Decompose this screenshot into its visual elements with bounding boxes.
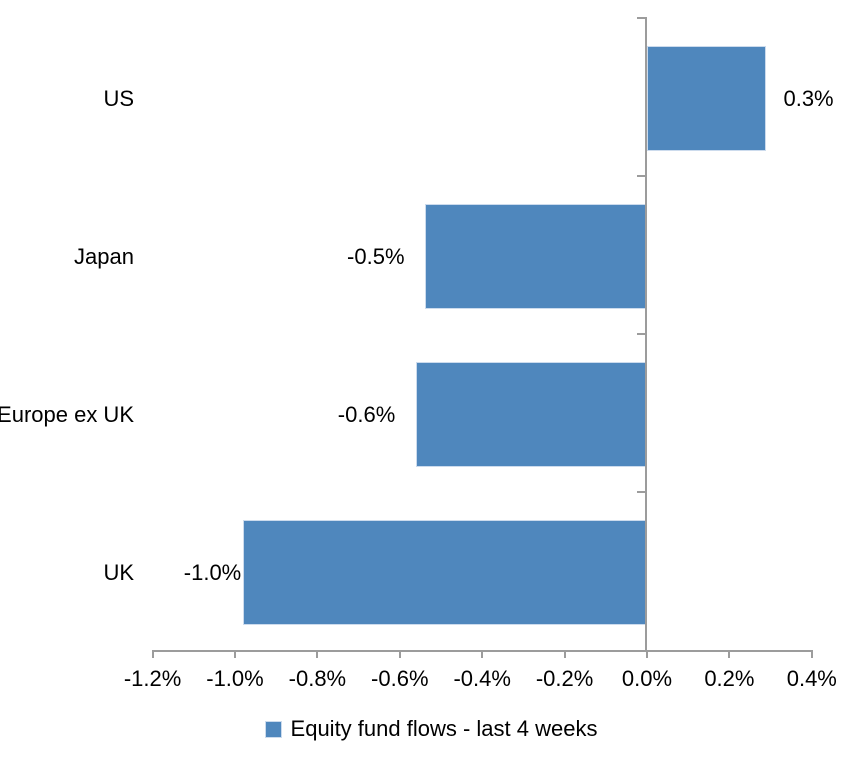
category-axis-tick xyxy=(637,175,646,177)
legend-label: Equity fund flows - last 4 weeks xyxy=(290,716,598,741)
category-label-uk: UK xyxy=(103,559,134,585)
x-tick-label: -1.0% xyxy=(206,666,264,691)
legend-entry: Equity fund flows - last 4 weeks xyxy=(264,716,598,742)
legend: Equity fund flows - last 4 weeks xyxy=(0,714,852,744)
bar-value-label-japan: -0.5% xyxy=(347,243,405,269)
x-tick-label: -0.8% xyxy=(288,666,347,691)
x-axis-tick xyxy=(398,650,401,658)
bar-value-label-europe-ex-uk: -0.6% xyxy=(337,401,396,427)
x-axis-tick xyxy=(316,650,319,658)
x-tick-label: -0.4% xyxy=(453,666,511,691)
bar-value-label-us: 0.3% xyxy=(783,85,834,111)
legend-swatch-icon xyxy=(264,720,282,738)
category-label-us: US xyxy=(103,85,134,111)
x-axis-tick xyxy=(728,650,731,658)
x-tick-label: 0.0% xyxy=(621,666,673,691)
x-axis-tick xyxy=(563,650,566,658)
x-axis-tick xyxy=(810,650,813,658)
x-tick-label: -0.2% xyxy=(535,666,594,691)
category-label-europe-ex-uk: Europe ex UK xyxy=(0,401,134,427)
zero-axis-line xyxy=(645,17,647,652)
x-axis-tick xyxy=(234,650,236,658)
x-tick-label: 0.4% xyxy=(786,666,837,691)
category-axis-tick xyxy=(637,491,646,493)
x-axis-tick xyxy=(646,650,648,658)
category-axis-tick xyxy=(637,333,646,335)
bar-europe-ex-uk xyxy=(416,361,647,467)
category-axis-tick xyxy=(637,17,646,19)
x-tick-label: -0.6% xyxy=(371,666,429,691)
bar-uk xyxy=(243,519,647,625)
x-tick-label: 0.2% xyxy=(704,666,755,691)
x-axis-tick xyxy=(151,650,154,658)
bar-value-label-uk: -1.0% xyxy=(183,559,242,585)
bar-japan xyxy=(424,203,647,309)
category-label-japan: Japan xyxy=(74,243,134,269)
x-tick-label: -1.2% xyxy=(123,666,182,691)
x-axis-tick xyxy=(481,650,484,658)
bar-us xyxy=(647,45,767,151)
